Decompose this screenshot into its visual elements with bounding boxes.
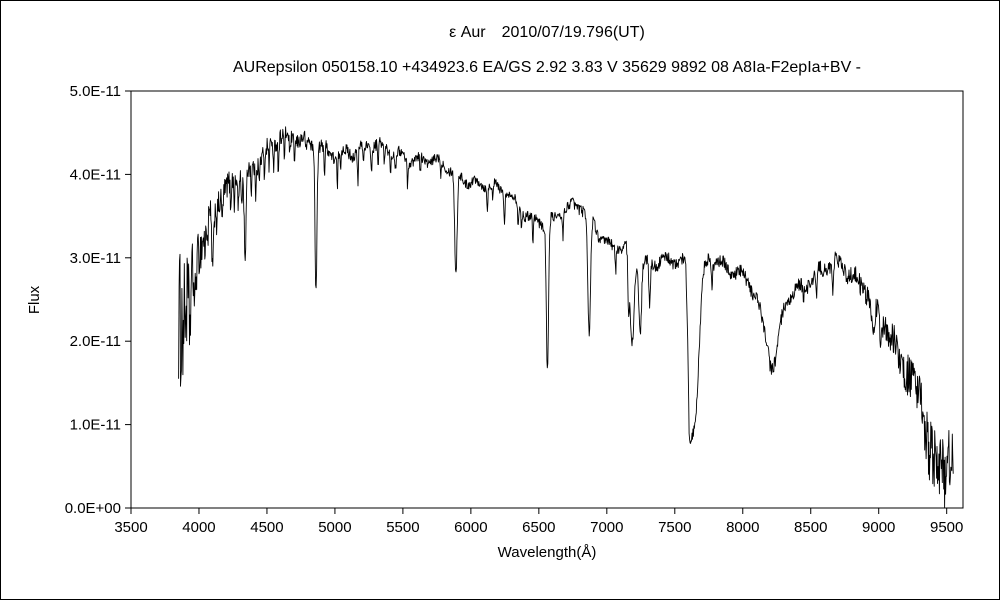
- x-tick-label: 6000: [454, 519, 487, 536]
- x-tick-label: 9000: [862, 519, 895, 536]
- x-tick-label: 3500: [114, 519, 147, 536]
- y-tick-label: 5.0E-11: [70, 83, 121, 100]
- y-tick-label: 2.0E-11: [70, 333, 121, 350]
- x-tick-label: 7000: [590, 519, 623, 536]
- plot-title: ε Aur 2010/07/19.796(UT): [449, 24, 645, 41]
- y-tick-label: 1.0E-11: [70, 417, 121, 434]
- x-tick-label: 5000: [318, 519, 351, 536]
- y-tick-label: 3.0E-11: [70, 250, 121, 267]
- x-tick-label: 7500: [658, 519, 691, 536]
- y-axis-label: Flux: [26, 285, 43, 314]
- x-tick-label: 6500: [522, 519, 555, 536]
- x-axis-label: Wavelength(Å): [498, 544, 597, 561]
- x-tick-label: 8000: [726, 519, 759, 536]
- x-tick-label: 9500: [930, 519, 963, 536]
- plot-frame: [130, 90, 964, 509]
- y-tick-label: 4.0E-11: [70, 166, 121, 183]
- y-axis-ticks: 0.0E+00 1.0E-11 2.0E-11 3.0E-11 4.0E-11 5.0E-…: [65, 83, 131, 517]
- spectrum-line: [178, 126, 954, 508]
- x-tick-label: 8500: [794, 519, 827, 536]
- x-tick-label: 5500: [386, 519, 419, 536]
- y-tick-label: 0.0E+00: [65, 500, 121, 517]
- x-axis-ticks: 3500 4000 4500 5000 5500 6000 6500 7000 7500 8000…: [114, 508, 963, 536]
- plot-subtitle: AURepsilon 050158.10 +434923.6 EA/GS 2.9…: [233, 59, 861, 76]
- x-tick-label: 4000: [182, 519, 215, 536]
- x-tick-label: 4500: [250, 519, 283, 536]
